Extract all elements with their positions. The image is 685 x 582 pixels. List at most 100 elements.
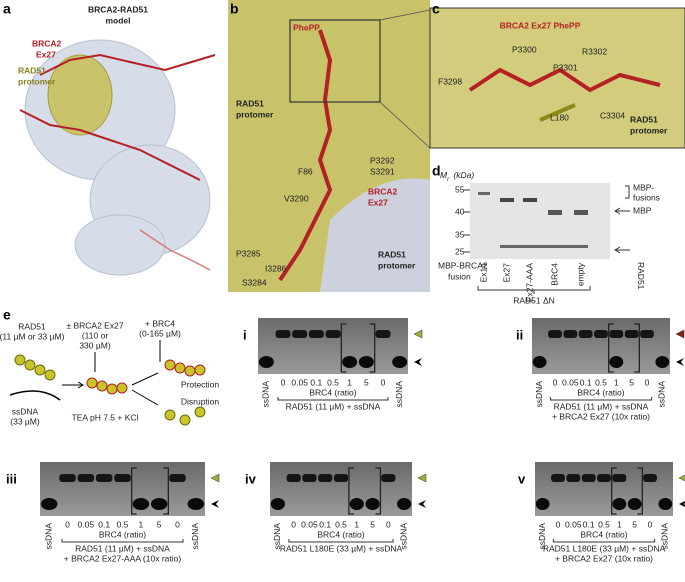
lane-label: ssDNA xyxy=(272,523,282,550)
label: RAD51 ΔN xyxy=(513,295,555,305)
bracket xyxy=(611,467,643,515)
axis-label: BRC4 (ratio) xyxy=(577,387,624,397)
lane-label: Ex14 xyxy=(478,263,488,283)
band xyxy=(150,498,168,510)
band xyxy=(655,356,670,368)
bracket xyxy=(552,539,656,543)
label: (0-165 µM) xyxy=(139,328,181,338)
lane-label: 0 xyxy=(556,519,561,529)
lane-label: empty xyxy=(575,262,585,286)
band xyxy=(342,356,358,368)
label: RAD51 xyxy=(18,321,46,331)
free-arrow xyxy=(679,501,685,507)
residue: F3298 xyxy=(438,76,462,86)
lane-label: 0.1 xyxy=(580,377,592,387)
lane-label: 0 xyxy=(175,519,180,529)
band xyxy=(375,330,391,338)
lane-label: 0 xyxy=(291,519,296,529)
rad51-icon xyxy=(34,364,46,376)
gel xyxy=(532,318,670,374)
band xyxy=(532,356,547,368)
band xyxy=(286,474,301,482)
lane-label: 1 xyxy=(138,519,143,529)
lane-label: 1 xyxy=(347,377,352,387)
band xyxy=(640,330,654,338)
band xyxy=(275,330,291,338)
arrow xyxy=(614,207,630,215)
title: BRCA2-RAD51 xyxy=(88,4,148,14)
free-icon xyxy=(194,406,206,418)
band xyxy=(612,498,627,510)
free-arrow xyxy=(676,358,684,366)
label: protomer xyxy=(18,76,56,86)
axis-label: BRC4 (ratio) xyxy=(99,529,146,539)
free-icon xyxy=(164,409,176,421)
gel xyxy=(40,462,205,516)
complex-icon xyxy=(96,380,108,392)
band xyxy=(381,474,396,482)
band xyxy=(597,474,611,482)
label: (11 µM or 33 µM) xyxy=(0,331,65,341)
lane-label: 0 xyxy=(645,377,650,387)
lane-label: 0 xyxy=(386,519,391,529)
band xyxy=(325,330,341,338)
lane-label: 0 xyxy=(381,377,386,387)
band xyxy=(318,474,333,482)
label: Protection xyxy=(181,379,220,389)
band xyxy=(578,330,593,338)
residue: C3304 xyxy=(600,110,625,120)
title: model xyxy=(105,15,130,25)
structure-c xyxy=(429,7,685,149)
arrow xyxy=(62,352,96,389)
complex-arrow xyxy=(413,329,423,339)
gel-label: iii xyxy=(6,471,17,486)
gel-label: v xyxy=(518,471,526,486)
label: BRCA2 Ex27 PhePP xyxy=(500,20,581,30)
free-arrow xyxy=(414,358,422,366)
band xyxy=(187,498,205,510)
lane-label: 0 xyxy=(281,377,286,387)
arrow xyxy=(614,246,630,254)
band xyxy=(308,330,324,338)
lane-label: 5 xyxy=(157,519,162,529)
band xyxy=(627,498,642,510)
arrow xyxy=(131,340,161,406)
complex-icon xyxy=(116,382,128,394)
axis-label-part: (kDa) xyxy=(451,170,474,180)
label: BRCA2 xyxy=(368,186,398,196)
panel-label: e xyxy=(3,307,11,323)
mw-tick-label: 35 xyxy=(455,229,465,239)
bracket xyxy=(477,286,591,294)
rad51-icon xyxy=(14,354,26,366)
axis-label: BRC4 (ratio) xyxy=(580,529,627,539)
label: ssDNA xyxy=(12,406,39,416)
free-arrow xyxy=(211,500,219,508)
band xyxy=(95,474,113,482)
axis-label-part: M xyxy=(440,170,448,180)
band xyxy=(535,498,550,510)
lane-label: 0 xyxy=(65,519,70,529)
label: Ex27 xyxy=(368,197,388,207)
residue: R3302 xyxy=(582,46,607,56)
label: Ex27 xyxy=(36,49,56,59)
caption: RAD51 L180E (33 µM) + ssDNA xyxy=(280,543,403,553)
complex-icon xyxy=(194,364,206,376)
band xyxy=(349,498,364,510)
label: (33 µM) xyxy=(10,416,40,426)
band xyxy=(292,330,308,338)
band xyxy=(169,474,186,482)
sds-gel xyxy=(470,183,610,259)
band xyxy=(658,498,673,510)
band xyxy=(609,330,624,338)
band xyxy=(392,356,408,368)
caption: RAD51 (11 µM) + ssDNA xyxy=(286,401,381,411)
label: MBP- xyxy=(633,182,654,192)
label: ± BRCA2 Ex27 xyxy=(66,320,123,330)
gel xyxy=(535,462,673,516)
lane-label: 0.5 xyxy=(327,377,339,387)
band xyxy=(624,330,639,338)
caption: + BRCA2 Ex27-AAA (10x ratio) xyxy=(64,553,182,563)
lane-label: 0.1 xyxy=(583,519,595,529)
bracket xyxy=(608,323,640,373)
label: MBP-BRCA2 xyxy=(438,260,488,270)
